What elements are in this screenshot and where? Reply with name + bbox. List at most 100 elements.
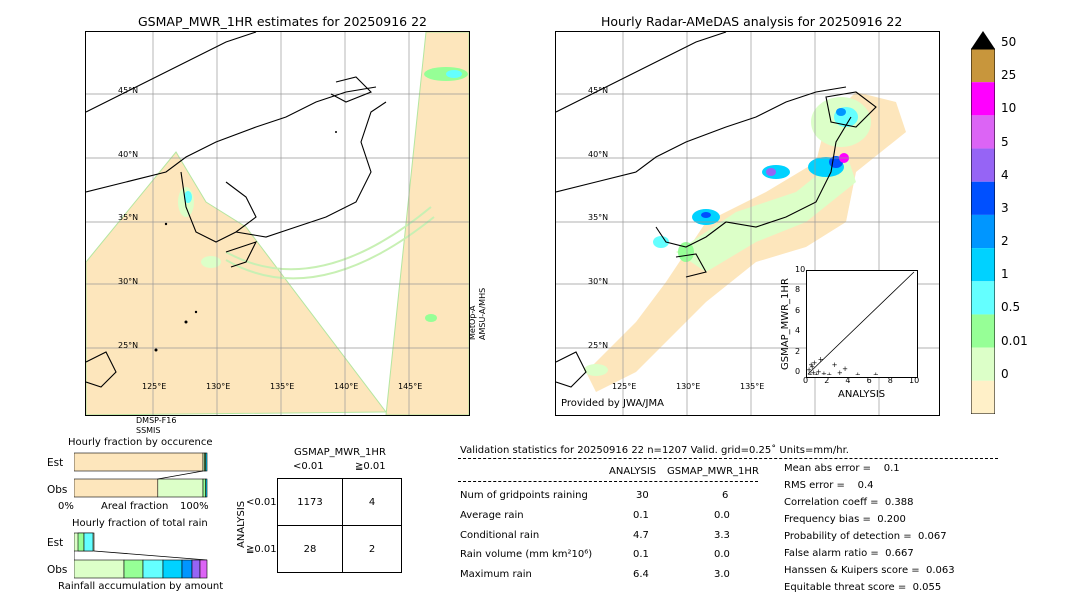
- validation-row-analysis: 4.7: [633, 530, 649, 541]
- validation-row-gsmap: 3.0: [714, 569, 730, 580]
- scatter-point: +: [809, 363, 815, 371]
- occurrence-row-est: Est: [47, 457, 64, 469]
- left-lat-label: 25°N: [118, 341, 139, 350]
- validation-row-analysis: 30: [636, 490, 649, 501]
- colorbar-segment: [971, 214, 995, 249]
- validation-row-gsmap: 0.0: [714, 510, 730, 521]
- scatter-point: +: [808, 361, 814, 369]
- total-rain-chart: [73, 532, 208, 579]
- scatter-point: +: [855, 371, 861, 375]
- occurrence-bar-segment: [205, 452, 208, 472]
- left-lat-label: 45°N: [118, 86, 139, 95]
- score-line: Equitable threat score = 0.055: [784, 582, 942, 593]
- validation-col-divider: [458, 481, 758, 482]
- colorbar-label: 0.5: [1001, 300, 1021, 315]
- sensor-label-right-2: AMSU-A/MHS: [478, 287, 487, 340]
- left-map-canvas: [86, 32, 469, 415]
- validation-row-gsmap: 3.3: [714, 530, 730, 541]
- scatter-xtick: 8: [887, 376, 893, 385]
- score-line: Mean abs error = 0.1: [784, 463, 900, 474]
- validation-divider: [458, 458, 998, 459]
- occurrence-axis-left: 0%: [58, 501, 74, 512]
- total-rain-row-est: Est: [47, 537, 64, 549]
- validation-row-label: Rain volume (mm km²10⁶): [460, 549, 593, 560]
- right-lon-label: 130°E: [676, 382, 701, 391]
- score-line: Frequency bias = 0.200: [784, 514, 906, 525]
- scatter-ytick: 8: [795, 285, 801, 295]
- left-lat-label: 40°N: [118, 150, 139, 159]
- colorbar-label: 5: [1001, 134, 1009, 149]
- total-rain-bars: [73, 532, 208, 579]
- sensor-label-bottom-1: DMSP-F16: [136, 416, 177, 425]
- left-lon-label: 140°E: [334, 382, 359, 391]
- right-lat-label: 45°N: [588, 86, 609, 95]
- total-rain-caption: Rainfall accumulation by amount: [58, 581, 224, 592]
- scatter-xlabel: ANALYSIS: [838, 389, 886, 400]
- colorbar-label: 0.01: [1001, 333, 1028, 348]
- scatter-point: +: [810, 369, 816, 375]
- left-lon-label: 130°E: [206, 382, 231, 391]
- contingency-side-label: ANALYSIS: [236, 500, 247, 548]
- scatter-point: +: [873, 371, 879, 375]
- occurrence-connector: [157, 470, 204, 480]
- scatter-point: +: [826, 371, 832, 375]
- scatter-ytick: 6: [795, 305, 801, 315]
- scatter-point: +: [818, 356, 824, 364]
- total-rain-title: Hourly fraction of total rain: [72, 518, 208, 529]
- scatter-xtick: 10: [909, 376, 920, 385]
- scatter-point: +: [811, 359, 817, 367]
- scatter-point: +: [814, 371, 820, 375]
- validation-row-label: Maximum rain: [460, 569, 532, 580]
- scatter-ylabel: GSMAP_MWR_1HR: [780, 278, 791, 370]
- contingency-col-2: ≧0.01: [355, 461, 386, 472]
- colorbar-segment: [971, 49, 995, 83]
- left-lon-label: 145°E: [398, 382, 423, 391]
- validation-row-label: Conditional rain: [460, 530, 540, 541]
- provider-credit: Provided by JWA/JMA: [561, 398, 664, 409]
- colorbar-label: 3: [1001, 200, 1009, 215]
- occurrence-row-obs: Obs: [47, 484, 68, 496]
- validation-col-gsmap: GSMAP_MWR_1HR: [667, 466, 759, 477]
- scatter-point: +: [842, 365, 848, 373]
- validation-row-label: Average rain: [460, 510, 524, 521]
- score-line: Correlation coeff = 0.388: [784, 497, 914, 508]
- colorbar-segment: [971, 115, 995, 149]
- right-lat-label: 40°N: [588, 150, 609, 159]
- validation-col-analysis: ANALYSIS: [609, 466, 657, 477]
- contingency-row-2: ≧0.01: [246, 544, 277, 555]
- validation-row-label: Num of gridpoints raining: [460, 490, 588, 501]
- scatter-ytick: 4: [795, 326, 801, 336]
- contingency-row-1: <0.01: [246, 497, 277, 508]
- right-map: ++++++++++++++++: [555, 31, 940, 416]
- validation-row-analysis: 6.4: [633, 569, 649, 580]
- occurrence-bars: [73, 452, 208, 498]
- occurrence-bar-segment: [205, 478, 208, 498]
- scatter-xtick: 2: [824, 376, 830, 385]
- colorbar-segment: [971, 82, 995, 116]
- colorbar-segment: [971, 181, 995, 215]
- colorbar-canvas: [970, 31, 996, 415]
- colorbar-label: 4: [1001, 167, 1009, 182]
- scatter-xtick: 0: [803, 376, 809, 385]
- validation-row-analysis: 0.1: [633, 549, 649, 560]
- scatter-xtick: 4: [845, 376, 851, 385]
- occurrence-bar-segment: [73, 452, 204, 472]
- scatter-ytick: 0: [795, 367, 801, 376]
- occurrence-chart: [73, 452, 208, 498]
- left-map-title: GSMAP_MWR_1HR estimates for 20250916 22: [138, 14, 427, 29]
- contingency-cell: 1173: [277, 478, 343, 526]
- colorbar-segment: [971, 314, 995, 348]
- colorbar-label: 2: [1001, 234, 1009, 249]
- right-lat-label: 30°N: [588, 277, 609, 286]
- scatter-xtick: 6: [866, 376, 872, 385]
- contingency-title: GSMAP_MWR_1HR: [294, 447, 386, 458]
- sensor-label-bottom-2: SSMIS: [136, 426, 161, 435]
- contingency-cell: 28: [277, 525, 343, 573]
- left-lon-label: 125°E: [142, 382, 167, 391]
- occurrence-bar-segment: [73, 478, 159, 498]
- colorbar-segment: [971, 281, 995, 315]
- colorbar-label: 25: [1001, 68, 1017, 83]
- scatter-inset: ++++++++++++++++: [806, 270, 918, 378]
- left-map: [85, 31, 470, 416]
- total-rain-row-obs: Obs: [47, 564, 68, 576]
